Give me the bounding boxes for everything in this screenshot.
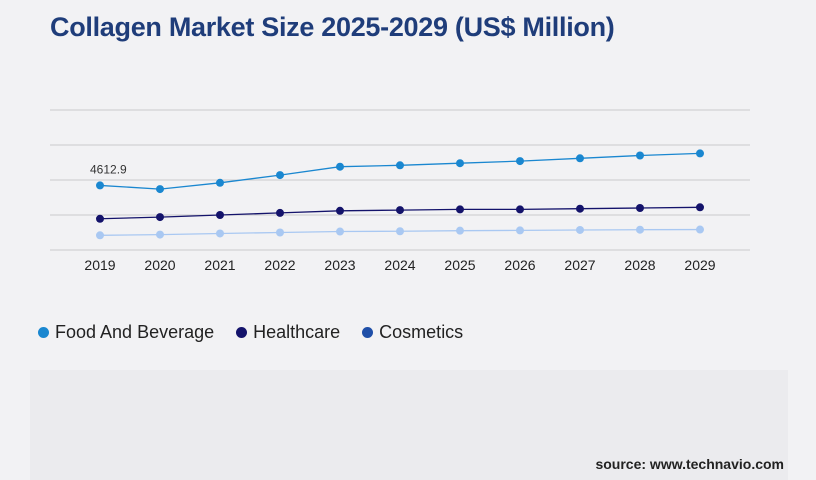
data-point-food-and-beverage [216,178,224,187]
legend-label: Healthcare [253,322,341,342]
legend-item-food-and-beverage[interactable]: Food And Beverage [38,322,214,343]
x-tick-label: 2024 [384,257,415,273]
data-point-cosmetics [336,227,344,236]
legend-label: Cosmetics [379,322,464,342]
legend-item-cosmetics[interactable]: Cosmetics [362,322,463,343]
data-point-healthcare [156,213,164,222]
data-point-healthcare [456,205,464,214]
line-chart: 2019 2020 2021 2022 2023 2024 2025 2026 2027 2028… [50,109,750,273]
data-point-healthcare [576,204,584,213]
data-point-healthcare [276,208,284,217]
x-tick-label: 2023 [324,257,355,273]
x-tick-label: 2020 [144,257,175,273]
legend-panel-background [30,370,788,480]
data-point-healthcare [636,204,644,212]
x-tick-label: 2025 [444,257,475,273]
x-tick-label: 2029 [684,257,715,273]
data-point-food-and-beverage [636,151,644,160]
data-point-cosmetics [396,227,404,236]
x-tick-label: 2019 [84,257,115,273]
data-point-cosmetics [216,229,224,238]
source-credit: source: www.technavio.com [595,456,784,472]
data-point-food-and-beverage [396,161,404,170]
data-point-cosmetics [516,226,524,235]
legend-item-healthcare[interactable]: Healthcare [236,322,340,343]
x-tick-label: 2021 [204,257,235,273]
x-tick-label: 2026 [504,257,535,273]
data-point-healthcare [336,206,344,215]
data-point-food-and-beverage [516,157,524,166]
data-point-food-and-beverage [276,171,284,180]
data-point-food-and-beverage [96,181,104,190]
x-tick-label: 2022 [264,257,295,273]
legend-marker-cosmetics [362,327,374,338]
data-point-food-and-beverage [696,149,704,158]
data-point-cosmetics [276,228,284,237]
legend-label: Food And Beverage [55,322,215,342]
chart-title: Collagen Market Size 2025-2029 (US$ Mill… [50,12,615,42]
x-tick-label: 2028 [624,257,655,273]
data-point-food-and-beverage [576,154,584,163]
legend-marker-healthcare [236,327,248,338]
legend: Food And Beverage Healthcare Cosmetics [38,322,463,343]
data-point-healthcare [696,203,704,212]
data-point-cosmetics [456,226,464,235]
legend-marker-food-and-beverage [38,327,49,338]
data-point-food-and-beverage [456,159,464,168]
data-point-cosmetics [636,225,644,234]
data-point-healthcare [96,214,104,223]
x-tick-label: 2027 [564,257,595,273]
data-point-healthcare [516,205,524,214]
data-point-healthcare [396,206,404,215]
data-point-cosmetics [576,225,584,234]
data-point-cosmetics [156,230,164,239]
data-point-food-and-beverage [156,185,164,194]
data-label: 4612.9 [90,162,127,176]
data-point-food-and-beverage [336,162,344,171]
data-point-healthcare [216,211,224,219]
data-point-cosmetics [696,225,704,234]
series-line-food-and-beverage [99,152,701,190]
data-point-cosmetics [96,231,104,240]
